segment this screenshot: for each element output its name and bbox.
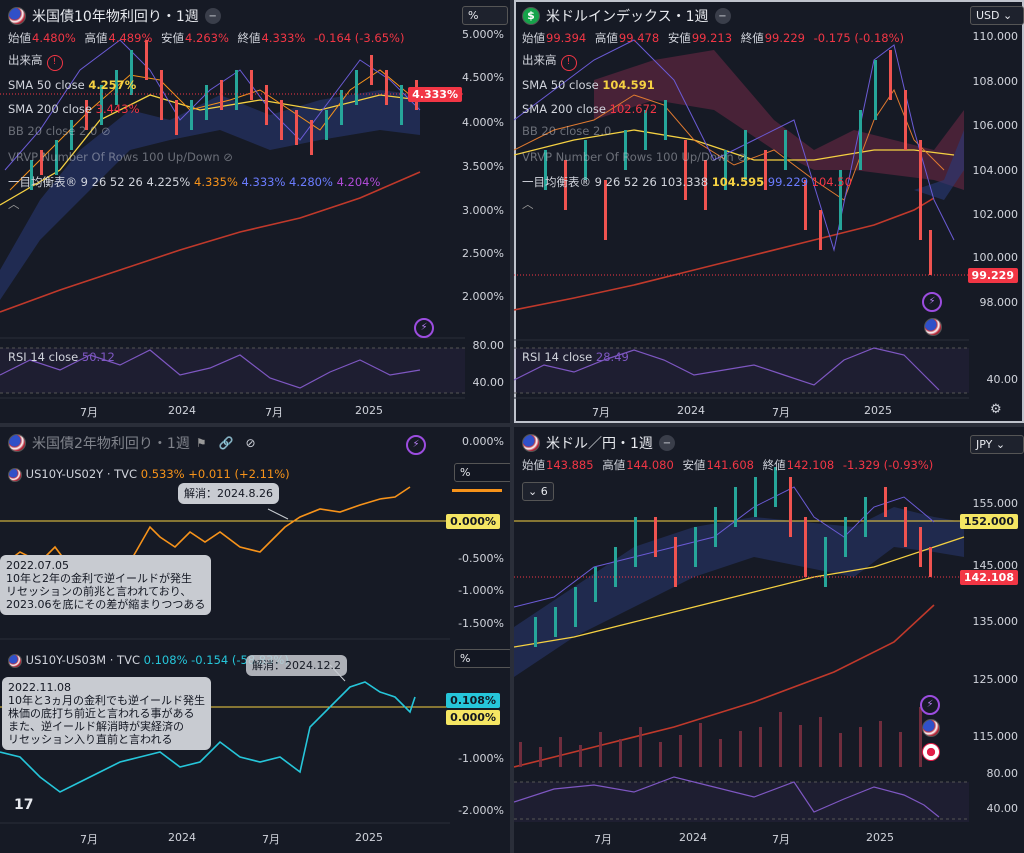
usdjpy-price-axis[interactable]: 155.000 145.000 135.000 125.000 115.000 … — [972, 497, 1019, 815]
eye-off-icon[interactable]: ⊘ — [223, 150, 233, 164]
chart-panel-us10y[interactable]: 米国債10年物利回り・1週 − % 始値4.480% 高値4.489% 安値4.… — [0, 0, 510, 423]
warning-icon[interactable]: ! — [560, 55, 577, 71]
usdjpy-title[interactable]: 米ドル／円・1週 — [546, 436, 653, 452]
dxy-ohlc: 始値99.394 高値99.478 安値99.213 終値99.229 -0.1… — [522, 31, 905, 45]
chevron-down-icon: ⌄ — [528, 485, 538, 498]
lightning-icon[interactable]: ⚡ — [922, 292, 942, 312]
spread-10y2y-unit-button[interactable]: % — [454, 463, 510, 482]
spread-10y2y-zero-tag: 0.000% — [446, 514, 500, 529]
dxy-sma200[interactable]: SMA 200 close 102.672 — [522, 102, 658, 116]
us10y-time-axis[interactable]: 7月 2024 7月 2025 — [80, 404, 383, 419]
usdjpy-volume-bars — [519, 707, 922, 767]
dxy-unit-button[interactable]: USD ⌄ — [970, 6, 1024, 25]
note-inversion-10y2y[interactable]: 2022.07.05 10年と2年の金利で逆イールドが発生 リセッションの前兆と… — [0, 555, 212, 615]
dxy-chart-canvas[interactable] — [514, 0, 1024, 423]
dxy-bb[interactable]: BB 20 close 2.0 — [522, 124, 612, 138]
us10y-candles — [30, 40, 418, 190]
dxy-candles — [544, 50, 932, 275]
us-flag-icon — [8, 653, 22, 668]
us-flag-icon — [8, 434, 26, 452]
dxy-vrvp[interactable]: VRVP Number Of Rows 100 Up/Down ⊘ — [522, 150, 747, 164]
dxy-title[interactable]: 米ドルインデックス・1週 — [546, 9, 709, 25]
dxy-ichimoku[interactable]: 一目均衡表® 9 26 52 26 103.338 104.595 99.229… — [522, 175, 852, 189]
settings-gear-icon[interactable]: ⚙ — [990, 402, 1002, 417]
dxy-last-price-tag: 99.229 — [967, 268, 1018, 283]
spreads-title-row: 米国債2年物利回り・1週 ⚑ 🔗 ⊘ — [8, 433, 256, 453]
us10y-chart-canvas[interactable] — [0, 0, 510, 423]
usdjpy-time-axis[interactable]: 7月 2024 7月 2025 — [594, 831, 894, 846]
spread-10y3m-last-tag: 0.108% — [446, 693, 500, 708]
us10y-ohlc: 始値4.480% 高値4.489% 安値4.263% 終値4.333% -0.1… — [8, 31, 405, 45]
eye-off-icon[interactable]: ⊘ — [245, 436, 256, 450]
us10y-unit-button[interactable]: % — [462, 6, 508, 25]
usdjpy-level-tag: 152.000 — [959, 514, 1018, 529]
chart-panel-dxy[interactable]: $ 米ドルインデックス・1週 − USD ⌄ 始値99.394 高値99.478… — [514, 0, 1024, 423]
usdjpy-chart-canvas[interactable] — [514, 427, 1024, 853]
lightning-icon[interactable]: ⚡ — [414, 318, 434, 338]
us10y-price-axis[interactable]: 5.000% 4.500% 4.000% 3.500% 3.000% 2.500… — [462, 28, 504, 389]
tradingview-logo[interactable]: 17 — [14, 797, 34, 813]
us10y-sma50[interactable]: SMA 50 close 4.257% — [8, 78, 137, 92]
spreads-time-axis[interactable]: 7月 2024 7月 2025 — [80, 831, 383, 846]
us10y-ichimoku[interactable]: 一目均衡表® 9 26 52 26 4.225% 4.335% 4.333% 4… — [8, 175, 381, 189]
spread-10y2y-label[interactable]: US10Y-US02Y · TVC 0.533% +0.011 (+2.11%) — [8, 467, 290, 482]
us10y-rsi-label[interactable]: RSI 14 close 50.12 — [8, 350, 115, 364]
spreads-price-axis[interactable]: 0.000% -0.500% -1.000% -1.500% -1.000% -… — [458, 435, 504, 817]
flag-icon[interactable]: ⚑ — [195, 436, 207, 450]
us-flag-icon — [522, 434, 540, 452]
minus-icon[interactable]: − — [658, 435, 675, 451]
us10y-title-row: 米国債10年物利回り・1週 − — [8, 6, 221, 26]
lightning-icon[interactable]: ⚡ — [920, 695, 940, 715]
dxy-title-row: $ 米ドルインデックス・1週 − — [522, 6, 731, 26]
dxy-volume-label[interactable]: 出来高! — [522, 52, 577, 71]
orange-series-marker — [452, 489, 502, 492]
us10y-volume-label[interactable]: 出来高! — [8, 52, 63, 71]
usdjpy-candles — [534, 467, 932, 647]
eye-off-icon[interactable]: ⊘ — [100, 124, 111, 138]
horizontal-splitter[interactable] — [0, 423, 1024, 427]
chevron-down-icon: ⌄ — [995, 438, 1006, 451]
warning-icon[interactable]: ! — [46, 55, 63, 71]
minus-icon[interactable]: − — [204, 8, 221, 24]
us02y-title[interactable]: 米国債2年物利回り・1週 — [32, 436, 190, 452]
note-resolved-10y2y[interactable]: 解消：2024.8.26 — [178, 483, 279, 504]
indicator-collapse-button[interactable]: ⌄ 6 — [522, 482, 554, 501]
dxy-price-axis[interactable]: 110.000 108.000 106.000 104.000 102.000 … — [972, 30, 1019, 386]
note-resolved-10y3m[interactable]: 解消：2024.12.2 — [246, 655, 347, 676]
us10y-bb[interactable]: BB 20 close 2.0 ⊘ — [8, 124, 111, 138]
dollar-icon: $ — [522, 7, 540, 25]
dxy-sma50[interactable]: SMA 50 close 104.591 — [522, 78, 655, 92]
spread-10y3m-unit-button[interactable]: % — [454, 649, 510, 668]
dxy-rsi-label[interactable]: RSI 14 close 28.49 — [522, 350, 629, 364]
us10y-title[interactable]: 米国債10年物利回り・1週 — [32, 9, 199, 25]
collapse-chevron-icon[interactable]: ︿ — [8, 197, 20, 211]
us-flag-icon[interactable] — [922, 719, 940, 737]
usdjpy-unit-button[interactable]: JPY ⌄ — [970, 435, 1024, 454]
dxy-time-axis[interactable]: 7月 2024 7月 2025 — [592, 404, 892, 419]
spread-10y3m-zero-tag: 0.000% — [446, 710, 500, 725]
japan-flag-icon[interactable] — [922, 743, 940, 761]
us-flag-icon[interactable] — [924, 318, 942, 336]
us10y-sma200[interactable]: SMA 200 close 3.443% — [8, 102, 140, 116]
us10y-vrvp[interactable]: VRVP Number Of Rows 100 Up/Down ⊘ — [8, 150, 233, 164]
us10y-last-price-tag: 4.333% — [408, 87, 462, 102]
link-icon[interactable]: 🔗 — [218, 436, 234, 450]
minus-icon[interactable]: − — [714, 8, 731, 24]
chart-panel-usdjpy[interactable]: 米ドル／円・1週 − JPY ⌄ 始値143.885 高値144.080 安値1… — [514, 427, 1024, 853]
usdjpy-ohlc: 始値143.885 高値144.080 安値141.608 終値142.108 … — [522, 458, 934, 472]
chevron-down-icon: ⌄ — [1003, 9, 1013, 22]
chart-panel-spreads[interactable]: 米国債2年物利回り・1週 ⚑ 🔗 ⊘ ⚡ US10Y-US02Y · TVC 0… — [0, 427, 510, 853]
usdjpy-title-row: 米ドル／円・1週 − — [522, 433, 675, 453]
collapse-chevron-icon[interactable]: ︿ — [522, 197, 534, 211]
eye-off-icon[interactable]: ⊘ — [737, 150, 747, 164]
note-inversion-10y3m[interactable]: 2022.11.08 10年と3ヵ月の金利でも逆イールド発生 株価の底打ち前近と… — [2, 677, 211, 750]
usdjpy-last-price-tag: 142.108 — [959, 570, 1018, 585]
us-flag-icon — [8, 7, 26, 25]
us-flag-icon — [8, 467, 22, 482]
lightning-icon[interactable]: ⚡ — [406, 435, 426, 455]
